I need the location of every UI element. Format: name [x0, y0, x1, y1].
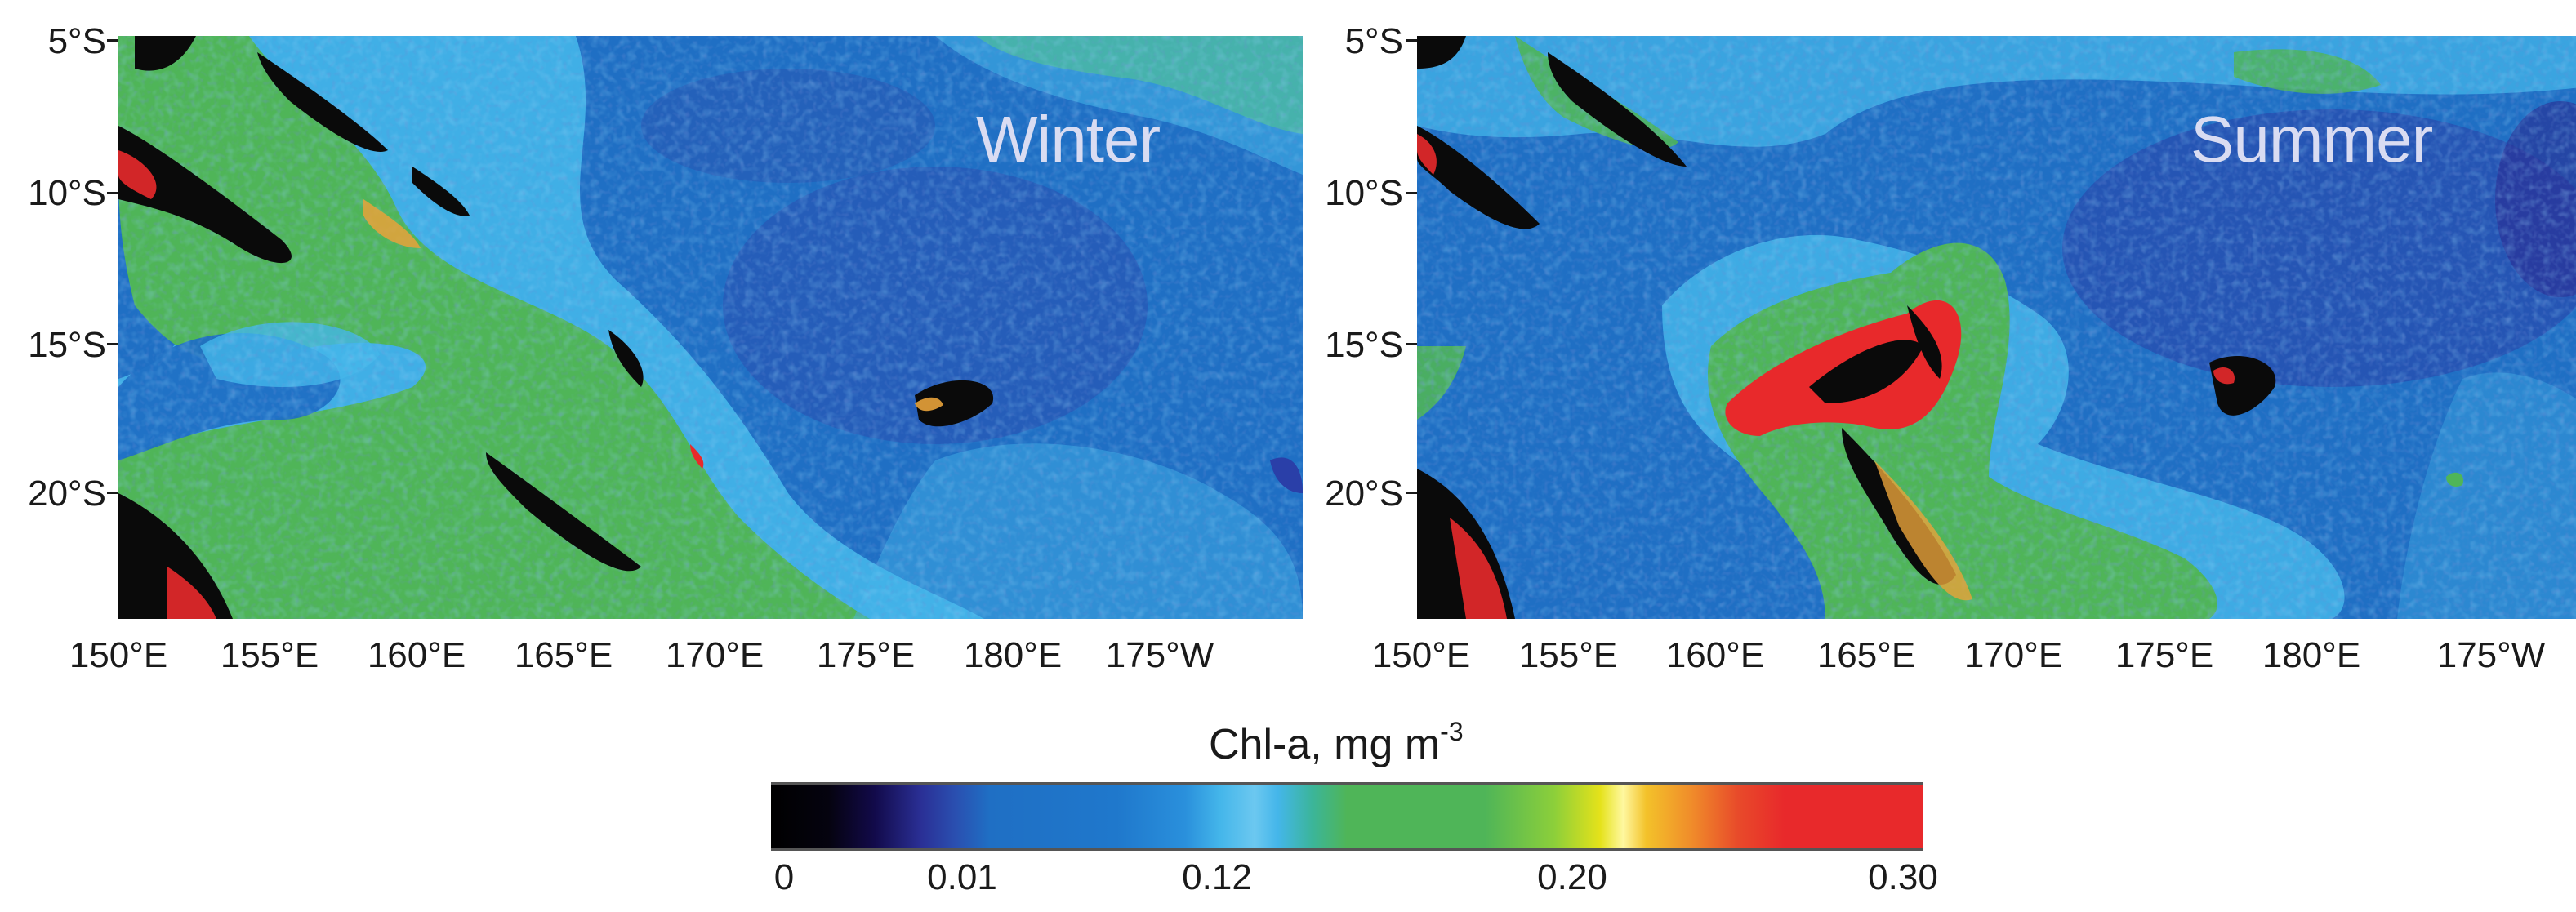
- land-mass: [135, 36, 196, 71]
- lat-tick-mark: [107, 492, 118, 494]
- lon-tick-label: 170°E: [1963, 635, 2063, 675]
- land-mass: [486, 452, 641, 572]
- lat-tick-mark: [107, 343, 118, 345]
- lat-tick-label: 10°S: [1325, 173, 1403, 213]
- lon-tick-label: 150°E: [1371, 635, 1471, 675]
- lon-tick-label: 165°E: [1816, 635, 1916, 675]
- lat-tick-mark: [1406, 343, 1417, 345]
- lat-tick-mark: [107, 192, 118, 194]
- colorbar: [771, 782, 1923, 851]
- colorbar-tick-label: 0.01: [927, 857, 997, 897]
- land-mass: [1548, 52, 1687, 167]
- winter-map: [118, 36, 1303, 619]
- lon-tick-label: 175°E: [816, 635, 916, 675]
- lon-tick-label: 150°E: [69, 635, 168, 675]
- season-label-summer: Summer: [2190, 103, 2433, 176]
- lat-tick-label: 10°S: [28, 173, 106, 213]
- season-label-winter: Winter: [976, 103, 1161, 176]
- lat-tick-mark: [107, 39, 118, 42]
- land-mass: [1417, 126, 1540, 229]
- colorbar-title-text: Chl-a, mg m: [1209, 721, 1441, 768]
- lat-tick-label: 15°S: [1325, 325, 1403, 365]
- lon-tick-label: 175°E: [2115, 635, 2214, 675]
- lon-tick-label: 180°E: [2262, 635, 2361, 675]
- lon-tick-label: 175°W: [2436, 635, 2546, 675]
- lon-tick-label: 160°E: [1665, 635, 1765, 675]
- lon-tick-label: 180°E: [963, 635, 1063, 675]
- colorbar-tick-label: 0.30: [1868, 857, 1938, 897]
- summer-map: [1417, 36, 2576, 619]
- land-mass: [118, 493, 233, 619]
- land-mass: [1417, 36, 1466, 69]
- colorbar-title: Chl-a, mg m-3: [1209, 717, 1464, 769]
- lon-tick-label: 175°W: [1105, 635, 1214, 675]
- colorbar-title-exponent: -3: [1440, 717, 1464, 746]
- lon-tick-label: 165°E: [514, 635, 613, 675]
- lat-tick-label: 20°S: [28, 474, 106, 514]
- land-mass: [118, 126, 292, 264]
- lon-tick-label: 160°E: [367, 635, 466, 675]
- lat-tick-mark: [1406, 192, 1417, 194]
- colorbar-tick-label: 0: [773, 857, 795, 897]
- lat-tick-label: 5°S: [47, 21, 106, 61]
- lon-tick-label: 155°E: [220, 635, 319, 675]
- lon-tick-label: 155°E: [1518, 635, 1618, 675]
- lat-tick-mark: [1406, 39, 1417, 42]
- lat-tick-label: 5°S: [1344, 21, 1403, 61]
- colorbar-tick-label: 0.20: [1537, 857, 1607, 897]
- summer-chlorophyll-field: [1417, 36, 2576, 619]
- lon-tick-label: 170°E: [665, 635, 764, 675]
- land-mass: [257, 52, 388, 152]
- lat-tick-label: 15°S: [28, 325, 106, 365]
- lat-tick-mark: [1406, 492, 1417, 494]
- winter-chlorophyll-field: [118, 36, 1303, 619]
- lat-tick-label: 20°S: [1325, 474, 1403, 514]
- land-mass: [915, 380, 994, 427]
- colorbar-tick-label: 0.12: [1182, 857, 1252, 897]
